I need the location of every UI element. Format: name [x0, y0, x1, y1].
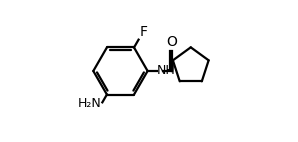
Text: H₂N: H₂N	[77, 97, 101, 109]
Text: NH: NH	[157, 64, 176, 77]
Text: O: O	[167, 35, 177, 49]
Text: F: F	[140, 25, 148, 39]
